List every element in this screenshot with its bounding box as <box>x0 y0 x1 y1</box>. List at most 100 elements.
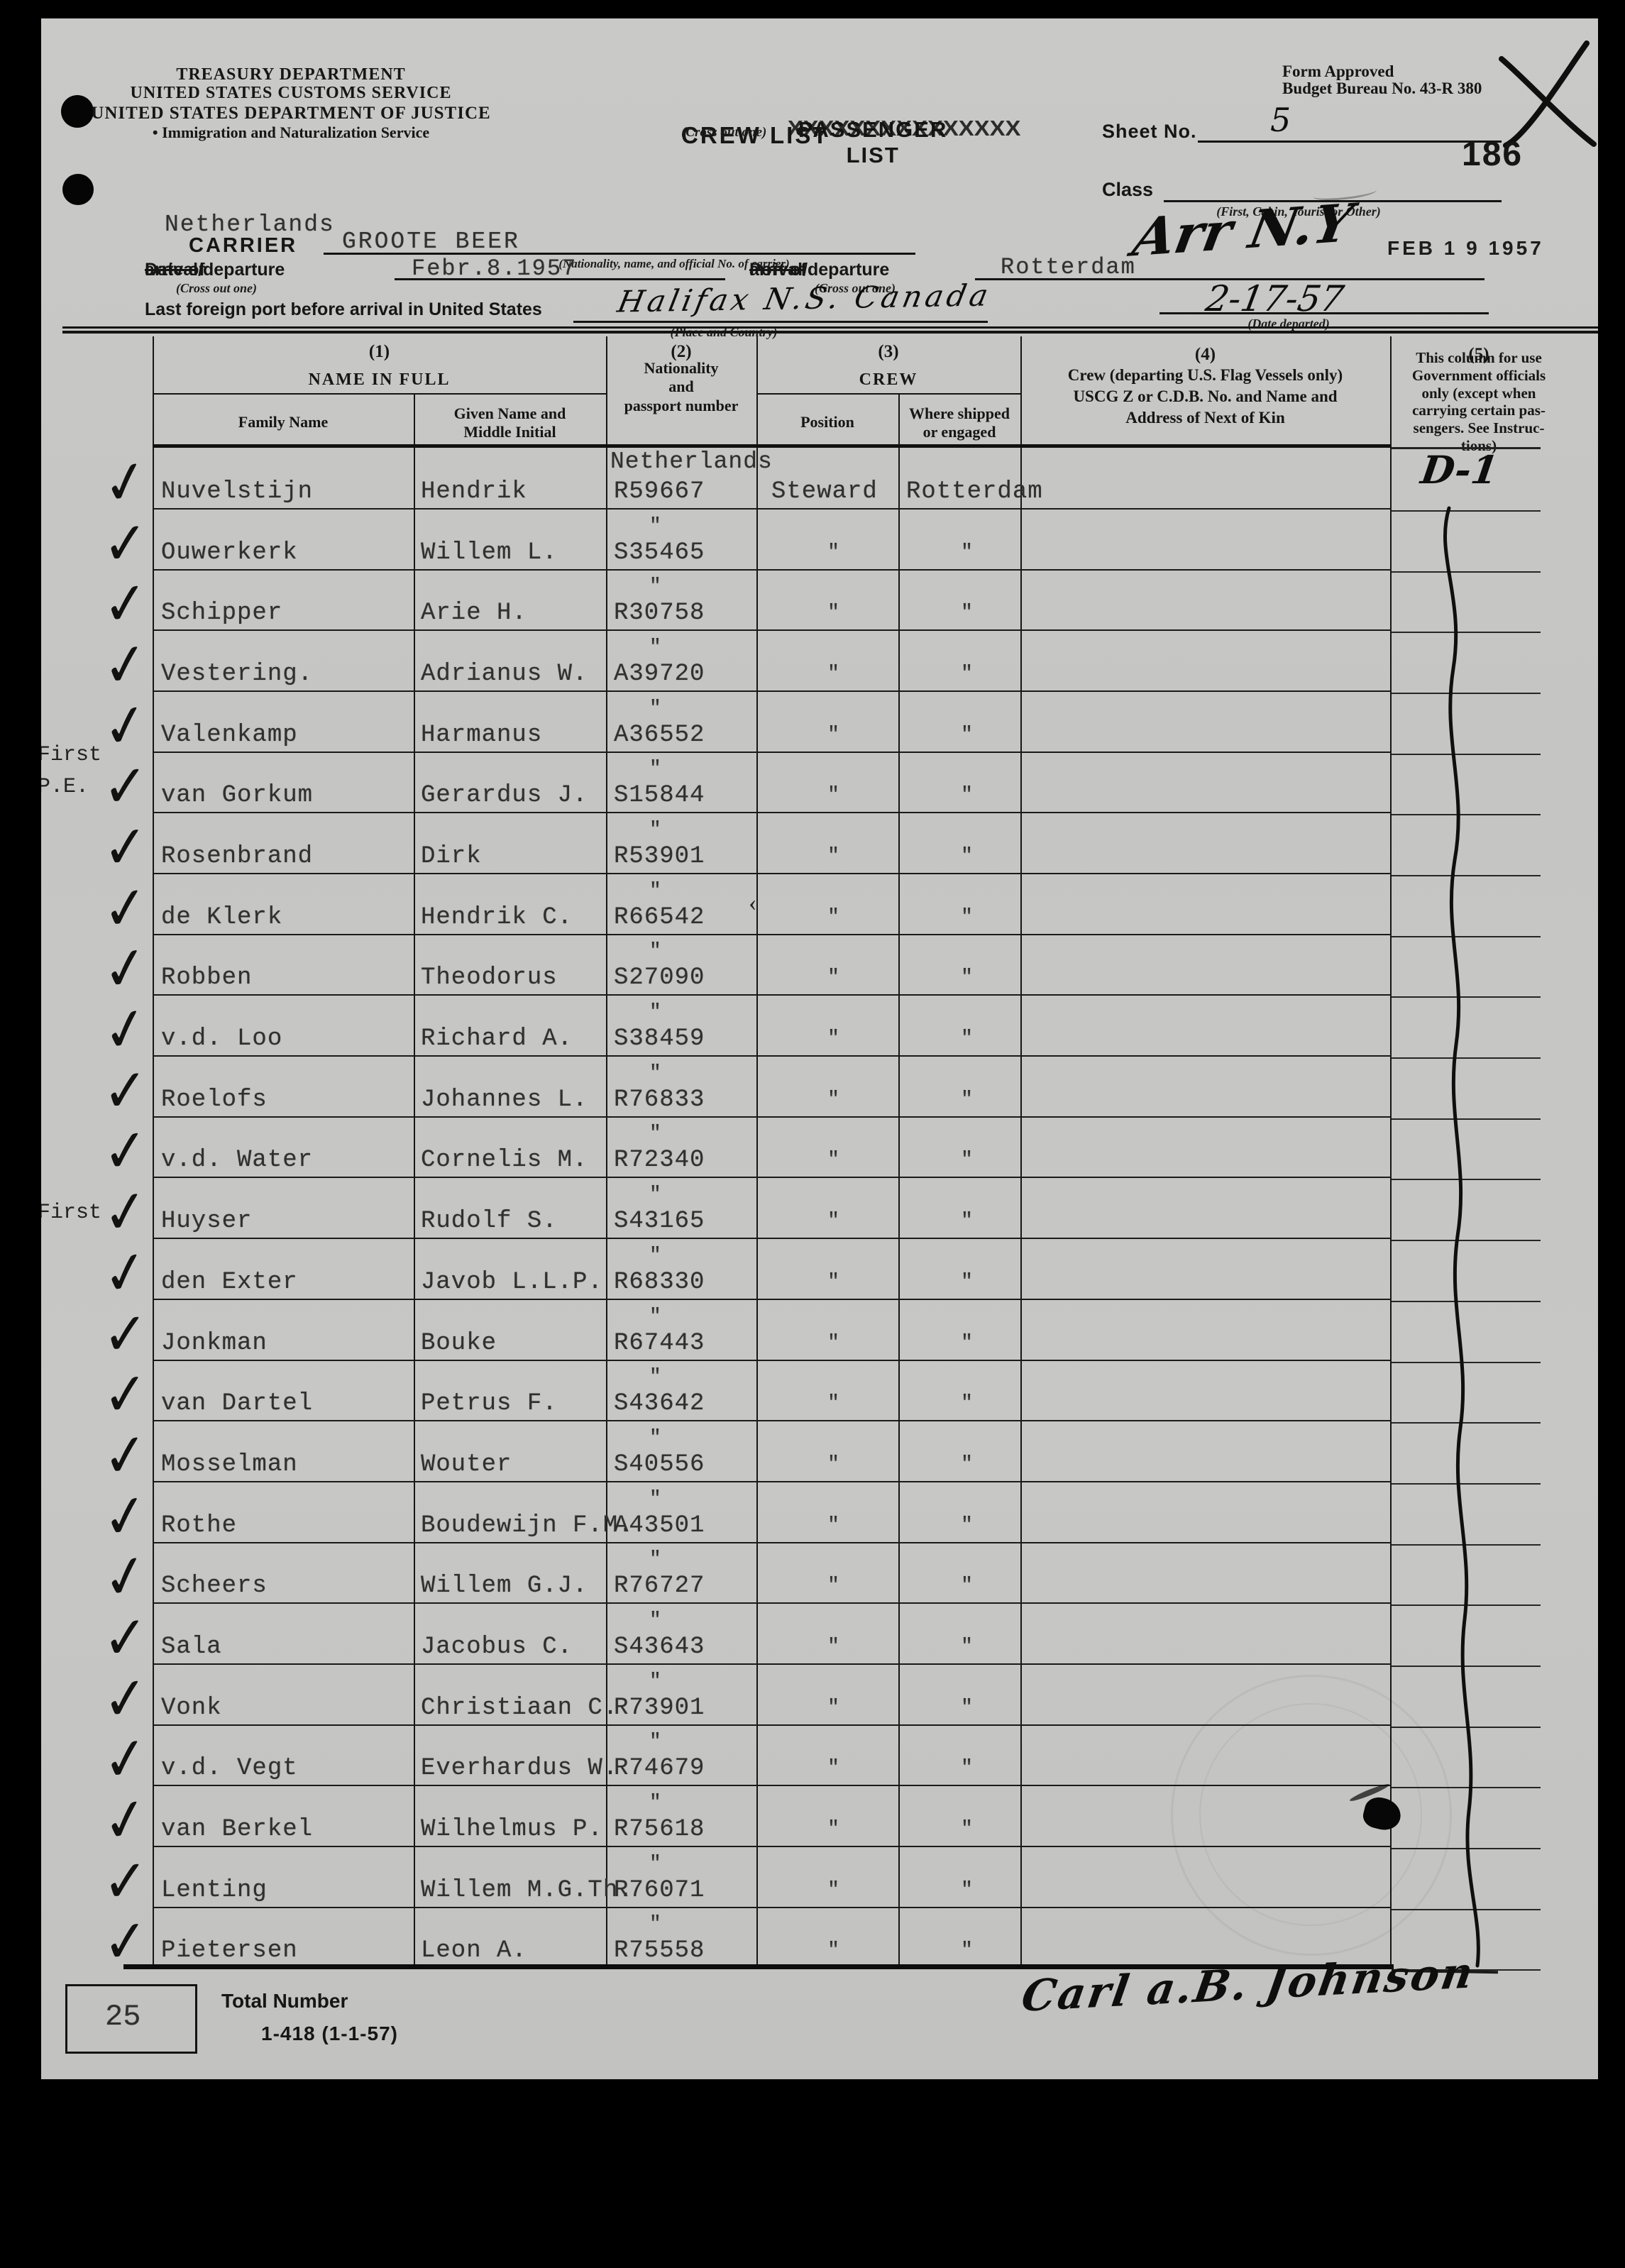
nationality-cell: " <box>649 940 662 963</box>
ins-line: • Immigration and Naturalization Service <box>152 123 430 141</box>
row-underline-col5 <box>1392 814 1541 816</box>
form-approved-line2: Budget Bureau No. 43-R 380 <box>1282 79 1482 97</box>
table-row: ✓ Jonkman Bouke " R67443 " " <box>102 1299 1541 1369</box>
passport-number-cell: R74679 <box>614 1755 705 1783</box>
crew-list-title: CREW LIST <box>681 122 830 148</box>
given-name-cell: Adrianus W. <box>421 661 588 688</box>
passport-number-cell: R76071 <box>614 1876 705 1904</box>
passport-number-cell: R30758 <box>614 600 705 627</box>
carrier-nationality-value: Netherlands <box>165 211 335 238</box>
row-underline-col5 <box>1392 996 1541 998</box>
passport-number-cell: R67443 <box>614 1329 705 1357</box>
given-name-cell: Leon A. <box>421 1937 527 1965</box>
table-row: ✓ Rosenbrand Dirk " R53901 " " <box>101 811 1541 883</box>
overstrike-x-marks: XXXXXXXXXXXXXXX <box>787 116 1021 141</box>
nationality-cell: " <box>649 1366 662 1389</box>
row-underline-col5 <box>1392 1361 1541 1363</box>
given-name-cell: Willem L. <box>421 539 558 566</box>
nationality-cell: " <box>649 1548 662 1571</box>
family-name-cell: Rosenbrand <box>161 843 314 871</box>
given-name-header: Given Name and Middle Initial <box>453 404 566 441</box>
position-cell: " <box>827 663 840 686</box>
table-row: ✓ Scheers Willem G.J. " R76727 " " <box>98 1538 1541 1614</box>
given-name-cell: Dirk <box>421 843 482 871</box>
header-bottom-line-col5 <box>1392 447 1541 449</box>
row-underline-col5 <box>1392 1665 1541 1667</box>
last-foreign-port-value: Halifax N.S. Canada <box>615 277 995 319</box>
family-name-cell: v.d. Vegt <box>161 1755 298 1783</box>
family-name-cell: Lenting <box>161 1876 268 1904</box>
passport-number-cell: R76727 <box>614 1573 705 1600</box>
table-row: ✓ v.d. Vegt Everhardus W. " R74679 " " <box>99 1722 1541 1796</box>
given-name-cell: Cornelis M. <box>421 1147 588 1174</box>
nationality-cell: " <box>649 697 662 720</box>
port-of-arrival-departure-label: Port of arrival/departure <box>749 260 890 280</box>
given-name-cell: Jacobus C. <box>421 1633 573 1661</box>
row-underline <box>154 1480 1392 1482</box>
table-row: ✓ Vonk Christiaan C. " R73901 " " <box>101 1662 1541 1734</box>
where-shipped-cell: " <box>961 663 974 686</box>
nationality-cell: " <box>649 879 662 902</box>
where-shipped-cell: " <box>961 1028 974 1050</box>
port-value: Rotterdam <box>1001 254 1136 280</box>
family-name-cell: v.d. Water <box>161 1147 314 1174</box>
position-cell: Steward <box>771 478 878 505</box>
nationality-cell: " <box>649 1852 662 1875</box>
position-cell: " <box>827 1453 840 1475</box>
sheet-no-value: 5 <box>1270 101 1291 139</box>
nationality-cell: Netherlands <box>610 448 773 475</box>
col5-header-text: This column for use Government officials… <box>1411 349 1546 454</box>
passport-number-cell: S43165 <box>614 1208 705 1235</box>
row-underline <box>154 508 1392 510</box>
given-name-cell: Willem M.G.Th. <box>421 1876 634 1904</box>
row-underline <box>154 1116 1392 1118</box>
col3-number: (3) <box>878 342 899 361</box>
nationality-cell: " <box>649 1670 662 1692</box>
row-underline-col5 <box>1392 1240 1541 1242</box>
table-row: ✓ Schipper Arie H. " R30758 " " <box>101 568 1541 640</box>
col4-col5-divider <box>1390 336 1392 1969</box>
passport-number-cell: R66542 <box>614 903 705 931</box>
position-cell: " <box>827 1210 840 1233</box>
where-shipped-cell: " <box>961 1088 974 1111</box>
table-top-rule-1 <box>62 326 1598 329</box>
passport-number-cell: S15844 <box>614 782 705 810</box>
nationality-cell: " <box>649 1184 662 1206</box>
table-row: ✓ Robben Theodorus " S27090 " " <box>99 931 1541 1006</box>
given-name-cell: Wouter <box>421 1450 512 1478</box>
where-shipped-cell: " <box>961 1635 974 1658</box>
last-port-underline <box>573 321 988 323</box>
date-of-arrival-departure-label: Date of arrival/departure <box>145 260 285 280</box>
class-note: (First, Cabin, Tourist or Other) <box>1216 204 1381 219</box>
scanned-paper-sheet: TREASURY DEPARTMENT UNITED STATES CUSTOM… <box>41 18 1598 2079</box>
name-group-divider-line <box>153 393 606 395</box>
row-underline <box>154 873 1392 875</box>
sheet-no-line <box>1198 141 1502 143</box>
crew-group-header: CREW <box>859 370 918 389</box>
col1-number: (1) <box>368 342 390 361</box>
where-shipped-cell: " <box>961 905 974 928</box>
col2-number: (2) <box>671 342 692 361</box>
position-cell: " <box>827 1635 840 1658</box>
table-row: ✓ v.d. Loo Richard A. " S38459 " " <box>98 991 1541 1067</box>
nationality-cell: " <box>649 1609 662 1631</box>
carrier-label: CARRIER <box>189 234 298 257</box>
position-cell: " <box>827 784 840 807</box>
row-underline-col5 <box>1392 1118 1541 1120</box>
passport-number-cell: S38459 <box>614 1025 705 1053</box>
table-row: ✓ v.d. Water Cornelis M. " R72340 " " <box>101 1115 1541 1187</box>
family-name-cell: Vonk <box>161 1694 222 1722</box>
row-underline-col5 <box>1392 1482 1541 1485</box>
nationality-cell: " <box>649 637 662 659</box>
passport-number-cell: A43501 <box>614 1512 705 1539</box>
position-cell: " <box>827 1028 840 1050</box>
margin-annotation: First P.E. <box>41 743 102 800</box>
family-name-cell: de Klerk <box>161 903 283 931</box>
passport-number-cell: A39720 <box>614 661 705 688</box>
passport-number-cell: R75558 <box>614 1937 705 1965</box>
row-underline <box>154 1845 1392 1847</box>
position-cell: " <box>827 1878 840 1901</box>
table-row: ✓ van Dartel Petrus F. " S43642 " " <box>101 1358 1541 1430</box>
row-underline-col5 <box>1392 1543 1541 1546</box>
embossed-seal-inner-ring <box>1199 1703 1422 1926</box>
